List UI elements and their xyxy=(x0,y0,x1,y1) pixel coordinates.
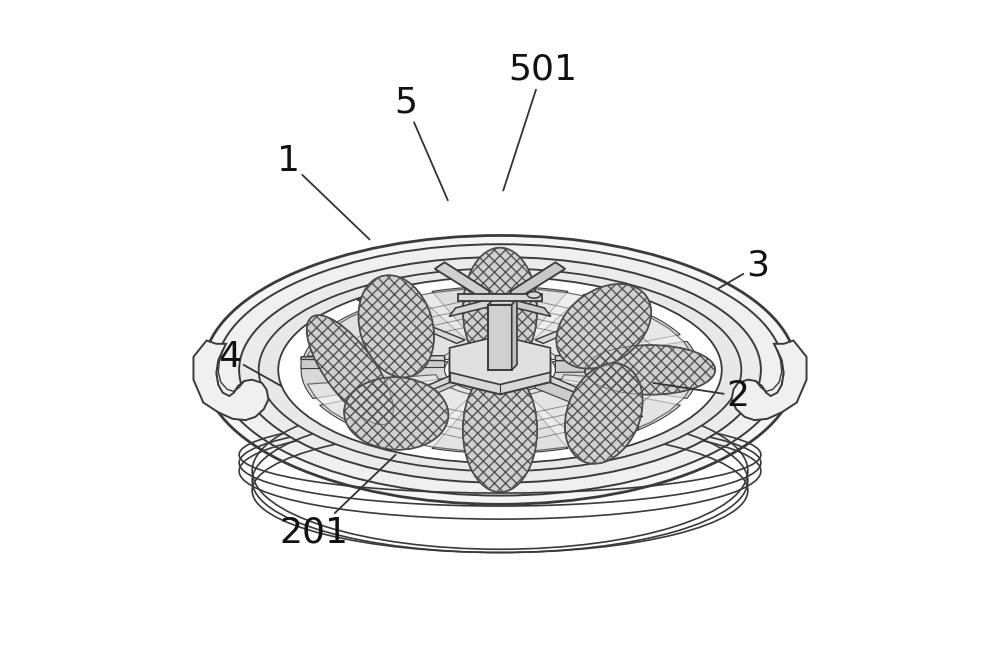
Polygon shape xyxy=(432,286,568,348)
Polygon shape xyxy=(307,375,489,451)
Ellipse shape xyxy=(278,277,722,463)
Ellipse shape xyxy=(344,377,448,450)
Ellipse shape xyxy=(239,257,761,483)
Text: 1: 1 xyxy=(277,144,370,240)
Ellipse shape xyxy=(358,275,434,377)
Ellipse shape xyxy=(216,244,784,496)
Polygon shape xyxy=(458,293,542,301)
Ellipse shape xyxy=(556,284,651,369)
Polygon shape xyxy=(732,341,807,420)
Polygon shape xyxy=(535,373,643,418)
Polygon shape xyxy=(432,392,568,453)
Text: 2: 2 xyxy=(653,379,750,413)
Polygon shape xyxy=(494,274,506,335)
Polygon shape xyxy=(450,345,550,394)
Ellipse shape xyxy=(463,368,537,492)
Polygon shape xyxy=(512,299,517,370)
Ellipse shape xyxy=(585,345,715,395)
Polygon shape xyxy=(511,289,693,365)
Text: 4: 4 xyxy=(218,340,282,386)
Polygon shape xyxy=(357,298,465,343)
Polygon shape xyxy=(507,298,551,316)
Polygon shape xyxy=(435,262,490,299)
Polygon shape xyxy=(320,294,477,360)
Polygon shape xyxy=(523,380,680,445)
Polygon shape xyxy=(320,380,477,445)
Polygon shape xyxy=(301,356,445,361)
Text: 201: 201 xyxy=(280,455,396,550)
Polygon shape xyxy=(357,373,465,418)
Polygon shape xyxy=(494,381,506,441)
Text: 3: 3 xyxy=(718,248,769,288)
Polygon shape xyxy=(450,335,550,384)
Polygon shape xyxy=(193,341,268,420)
Ellipse shape xyxy=(463,248,537,371)
Polygon shape xyxy=(301,341,448,398)
Polygon shape xyxy=(307,289,489,365)
Ellipse shape xyxy=(565,363,643,464)
Polygon shape xyxy=(449,298,493,316)
Polygon shape xyxy=(555,360,699,372)
Ellipse shape xyxy=(203,235,797,504)
Polygon shape xyxy=(488,299,517,305)
Polygon shape xyxy=(301,356,445,369)
Polygon shape xyxy=(511,375,693,451)
Polygon shape xyxy=(535,298,643,343)
Text: 501: 501 xyxy=(503,53,577,191)
Polygon shape xyxy=(535,377,639,430)
Ellipse shape xyxy=(307,315,393,424)
Polygon shape xyxy=(523,294,680,360)
Polygon shape xyxy=(555,356,699,361)
Polygon shape xyxy=(494,381,497,453)
Ellipse shape xyxy=(259,269,741,471)
Polygon shape xyxy=(357,373,457,428)
Ellipse shape xyxy=(527,291,540,298)
Polygon shape xyxy=(552,341,699,398)
Polygon shape xyxy=(510,262,565,299)
Polygon shape xyxy=(488,305,512,370)
Text: 5: 5 xyxy=(394,86,448,200)
